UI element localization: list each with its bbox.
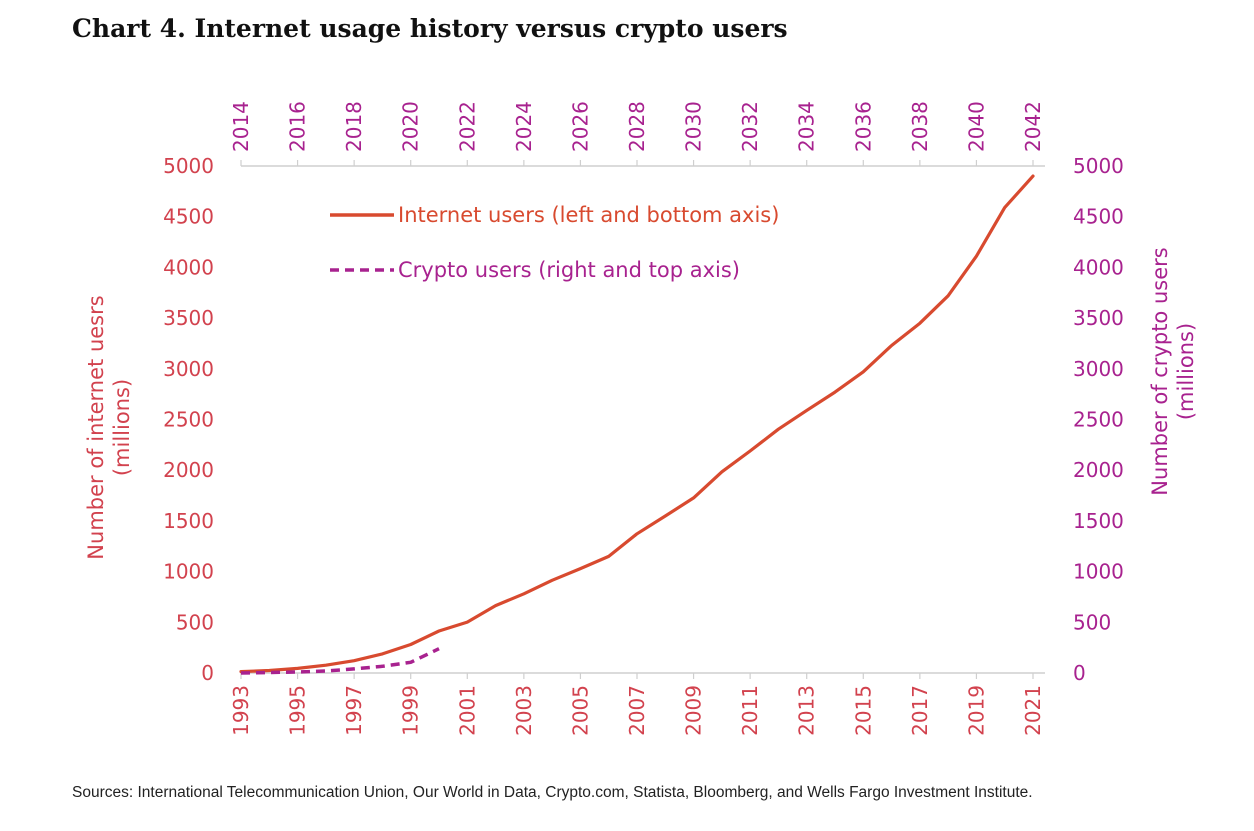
left-tick-label: 3500 (163, 306, 214, 330)
left-tick-label: 1500 (163, 509, 214, 533)
left-tick-label: 3000 (163, 357, 214, 381)
right-tick-label: 2000 (1073, 458, 1124, 482)
top-tick-label: 2020 (399, 101, 423, 152)
internet-users-line (239, 174, 1035, 674)
top-tick-label: 2018 (342, 101, 366, 152)
left-tick-label: 4000 (163, 255, 214, 279)
right-tick-label: 4500 (1073, 205, 1124, 229)
bottom-tick-label: 2005 (568, 685, 592, 736)
bottom-tick-label: 2011 (738, 685, 762, 736)
top-tick-label: 2040 (964, 101, 988, 152)
legend-internet-label: Internet users (left and bottom axis) (398, 203, 779, 227)
bottom-tick-label: 2015 (851, 685, 875, 736)
bottom-tick-label: 2013 (795, 685, 819, 736)
right-tick-label: 0 (1073, 661, 1086, 685)
left-tick-label: 1000 (163, 560, 214, 584)
bottom-tick-label: 2007 (625, 685, 649, 736)
left-axis-title: Number of internet uesrs(millions) (84, 295, 134, 559)
right-tick-label: 3000 (1073, 357, 1124, 381)
left-axis-ticks: 0 500 1000 1500 2000 2500 3000 3500 4000 4500 5000 (163, 154, 214, 685)
bottom-tick-label: 1999 (399, 685, 423, 736)
top-tick-label: 2038 (908, 101, 932, 152)
right-axis-title-line: Number of crypto users (1148, 247, 1172, 495)
right-tick-label: 2500 (1073, 408, 1124, 432)
legend-crypto-label: Crypto users (right and top axis) (398, 258, 740, 282)
top-tick-label: 2032 (738, 101, 762, 152)
bottom-axis-ticks: 1993 1995 1997 1999 2001 2003 2005 2007 2009 2011… (229, 673, 1045, 736)
right-tick-label: 1500 (1073, 509, 1124, 533)
top-tick-label: 2042 (1021, 101, 1045, 152)
top-tick-label: 2016 (286, 101, 310, 152)
right-tick-label: 1000 (1073, 560, 1124, 584)
left-tick-label: 500 (176, 610, 214, 634)
legend: Internet users (left and bottom axis) Cry… (330, 203, 779, 282)
right-tick-label: 4000 (1073, 255, 1124, 279)
right-axis-title: Number of crypto users(millions) (1148, 247, 1198, 495)
bottom-tick-label: 2019 (964, 685, 988, 736)
bottom-tick-label: 2003 (512, 685, 536, 736)
top-tick-label: 2034 (795, 101, 819, 152)
left-tick-label: 2500 (163, 408, 214, 432)
right-axis-ticks: 0 500 1000 1500 2000 2500 3000 3500 4000 4500 5000 (1073, 154, 1124, 685)
right-tick-label: 5000 (1073, 154, 1124, 178)
bottom-tick-label: 1995 (286, 685, 310, 736)
right-tick-label: 3500 (1073, 306, 1124, 330)
source-note: Sources: International Telecommunication… (72, 784, 1033, 801)
top-tick-label: 2024 (512, 101, 536, 152)
bottom-tick-label: 1993 (229, 685, 253, 736)
left-axis-title-line: (millions) (110, 379, 134, 476)
top-axis-ticks: 2014 2016 2018 2020 2022 2024 2026 2028 2030 2032… (229, 101, 1045, 166)
top-tick-label: 2026 (568, 101, 592, 152)
left-tick-label: 5000 (163, 154, 214, 178)
left-tick-label: 0 (201, 661, 214, 685)
axis-titles: Number of internet uesrs(millions) Number… (84, 247, 1198, 559)
left-tick-label: 4500 (163, 205, 214, 229)
top-tick-label: 2030 (682, 101, 706, 152)
series-lines (239, 174, 1035, 675)
left-tick-label: 2000 (163, 458, 214, 482)
bottom-tick-label: 2021 (1021, 685, 1045, 736)
bottom-tick-label: 1997 (342, 685, 366, 736)
right-axis-title-line: (millions) (1174, 323, 1198, 420)
chart-title: Chart 4. Internet usage history versus c… (72, 14, 788, 43)
top-tick-label: 2028 (625, 101, 649, 152)
right-tick-label: 500 (1073, 610, 1111, 634)
top-tick-label: 2022 (455, 101, 479, 152)
bottom-tick-label: 2001 (455, 685, 479, 736)
axis-lines (241, 165, 1045, 674)
crypto-users-line (240, 647, 440, 675)
top-tick-label: 2014 (229, 101, 253, 152)
bottom-tick-label: 2017 (908, 685, 932, 736)
bottom-tick-label: 2009 (682, 685, 706, 736)
left-axis-title-line: Number of internet uesrs (84, 295, 108, 559)
top-tick-label: 2036 (851, 101, 875, 152)
